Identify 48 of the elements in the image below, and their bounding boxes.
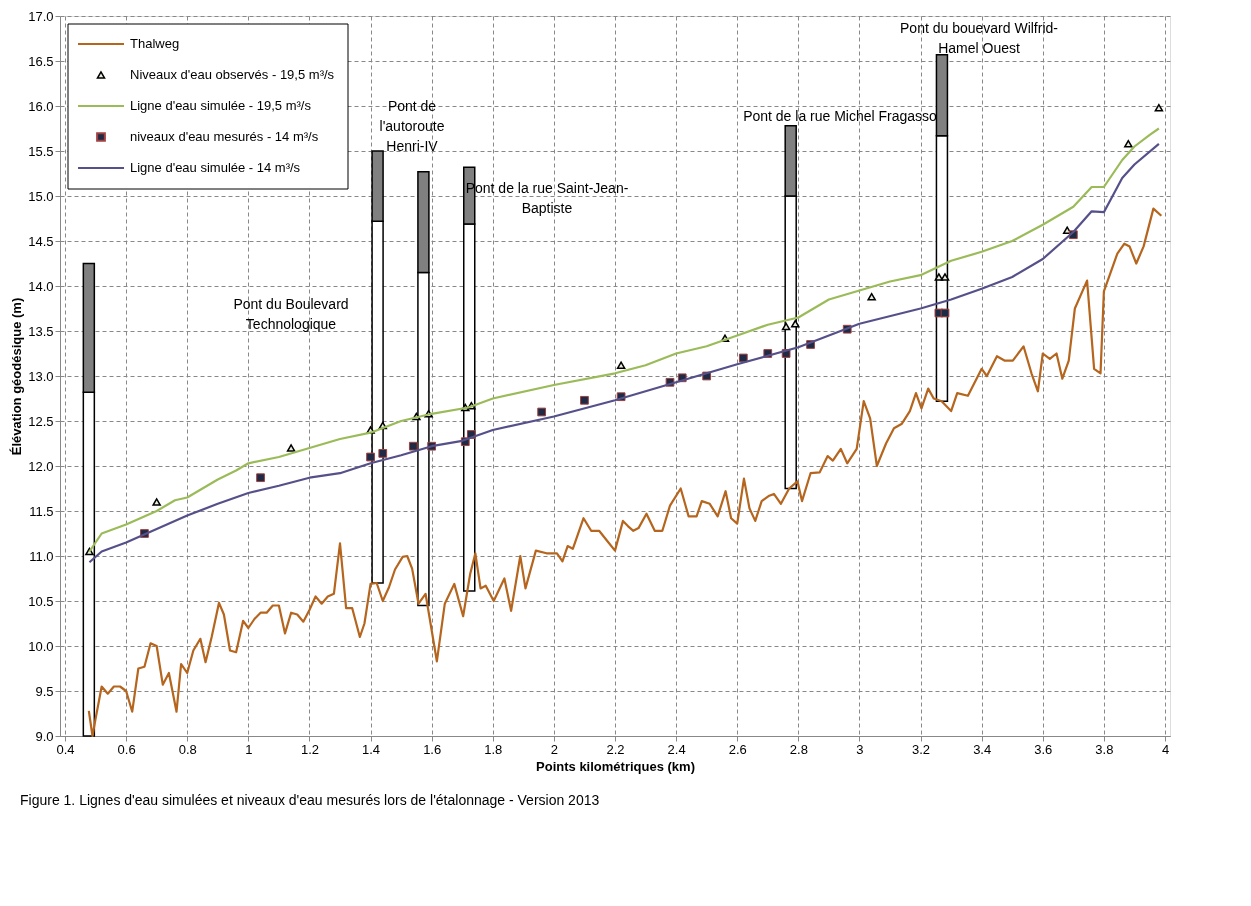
x-tick-label: 2.8 — [789, 741, 808, 757]
annotation: Pont de la rue Michel Fragasso — [743, 108, 938, 124]
x-tick-label: 3 — [856, 741, 864, 757]
y-tick-label: 14.5 — [28, 233, 54, 249]
y-tick-label: 12.5 — [28, 413, 54, 429]
x-tick-label: 3.4 — [973, 741, 992, 757]
x-tick-label: 2.2 — [606, 741, 625, 757]
annotation: Pont de l'autoroute Henri-IV — [379, 98, 445, 154]
legend-label: Ligne d'eau simulée - 14 m³/s — [130, 160, 301, 175]
y-tick-label: 13.0 — [28, 368, 54, 384]
y-tick-label: 11.5 — [29, 503, 54, 519]
x-tick-label: 0.6 — [117, 741, 136, 757]
x-tick-label: 3.6 — [1034, 741, 1053, 757]
x-tick-label: 1.8 — [484, 741, 503, 757]
y-axis-title: Élévation géodésique (m) — [9, 297, 25, 456]
y-tick-label: 13.5 — [28, 323, 54, 339]
x-tick-label: 4 — [1161, 741, 1170, 757]
legend-label: Ligne d'eau simulée - 19,5 m³/s — [130, 98, 312, 113]
x-tick-label: 0.8 — [178, 741, 197, 757]
y-tick-label: 15.0 — [28, 188, 54, 204]
y-tick-label: 12.0 — [28, 458, 54, 474]
x-tick-label: 1.4 — [362, 741, 381, 757]
y-tick-label: 15.5 — [28, 143, 54, 159]
x-tick-label: 1.2 — [300, 741, 319, 757]
x-tick-label: 2.4 — [667, 741, 686, 757]
legend-label: Thalweg — [130, 36, 180, 51]
x-axis-title: Points kilométriques (km) — [536, 758, 695, 774]
x-tick-label: 0.4 — [56, 741, 75, 757]
y-tick-label: 14.0 — [28, 278, 54, 294]
x-tick-label: 1.6 — [423, 741, 442, 757]
y-tick-label: 16.5 — [28, 53, 54, 69]
x-tick-label: 1 — [245, 741, 253, 757]
y-tick-label: 9.0 — [35, 728, 54, 744]
caption: Figure 1. Lignes d'eau simulées et niveaux d'eau mesurés lors de l'étalonnage - Version 2013 — [20, 792, 600, 808]
annotation: Pont du bouevard Wilfrid- Hamel Ouest — [900, 20, 1059, 56]
x-tick-label: 3.8 — [1095, 741, 1114, 757]
y-tick-label: 10.5 — [28, 593, 54, 609]
annotation: Pont du Boulevard Technologique — [233, 296, 349, 332]
x-tick-label: 3.2 — [912, 741, 931, 757]
legend-label: niveaux d'eau mesurés - 14 m³/s — [130, 129, 319, 144]
y-tick-label: 11.0 — [29, 548, 54, 564]
legend-label: Niveaux d'eau observés - 19,5 m³/s — [130, 67, 335, 82]
y-tick-label: 9.5 — [35, 683, 54, 699]
x-tick-label: 2 — [550, 741, 559, 757]
y-tick-label: 17.0 — [28, 8, 54, 24]
y-tick-label: 16.0 — [28, 98, 54, 114]
y-tick-label: 10.0 — [28, 638, 54, 654]
x-tick-label: 2.6 — [728, 741, 747, 757]
